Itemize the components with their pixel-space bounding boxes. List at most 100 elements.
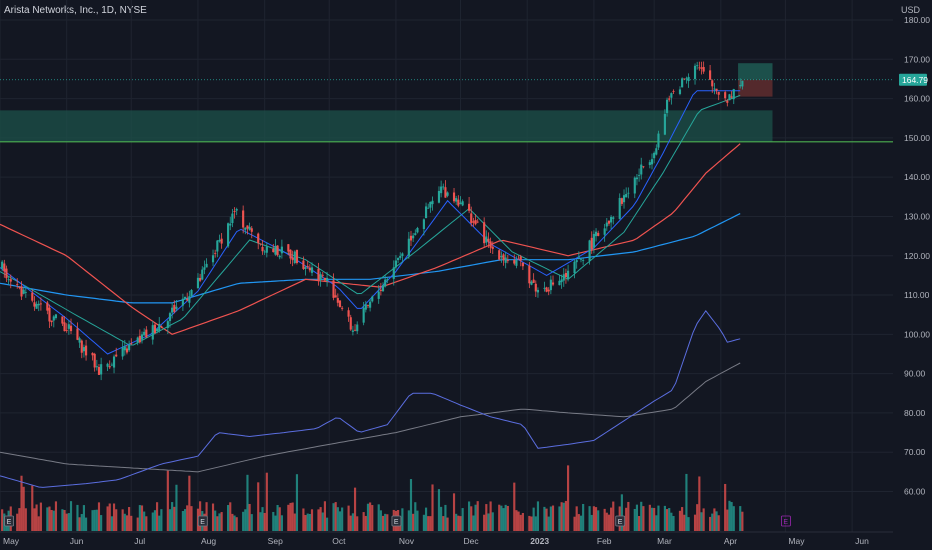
candle-body (534, 283, 537, 292)
candle-body (399, 255, 402, 258)
volume-bar (181, 511, 184, 531)
volume-bar (681, 507, 684, 531)
candle-body (80, 340, 83, 353)
volume-bar (726, 509, 729, 531)
volume-bar (515, 510, 518, 531)
volume-bar (310, 509, 314, 531)
volume-bar (218, 513, 221, 531)
volume-bar (440, 506, 443, 531)
x-tick-label: May (788, 536, 805, 546)
candle-body (186, 298, 189, 301)
candle-body (257, 233, 260, 244)
candle-body (588, 240, 591, 261)
candle-body (364, 304, 367, 310)
candle-body (519, 256, 522, 261)
candle-body (136, 337, 139, 343)
volume-bar (558, 506, 561, 531)
candle-body (625, 193, 628, 198)
y-tick-label: 70.00 (904, 447, 926, 457)
candle-body (515, 260, 518, 266)
candle-body (259, 243, 262, 245)
volume-bar (151, 512, 154, 531)
candle-body (452, 192, 456, 202)
candle-body (274, 245, 277, 255)
volume-bar (700, 512, 703, 531)
candle-body (678, 89, 682, 94)
candle-body (125, 348, 129, 353)
volume-bar (549, 506, 552, 531)
candle-body (715, 88, 718, 91)
candle-body (196, 277, 200, 289)
y-tick-label: 140.00 (904, 172, 930, 182)
candle-body (386, 279, 389, 281)
candle-body (16, 283, 19, 285)
volume-bar (431, 484, 434, 531)
earnings-marker (197, 515, 208, 527)
volume-bar (308, 514, 311, 531)
x-tick-label: Jun (855, 536, 869, 546)
candle-body (683, 78, 686, 80)
volume-bar (528, 515, 531, 531)
candle-body (76, 328, 79, 340)
volume-bar (33, 508, 36, 531)
candle-body (246, 225, 249, 229)
volume-bar (678, 510, 682, 531)
volume-bar (610, 507, 613, 531)
candle-body (265, 246, 268, 253)
volume-bar (437, 489, 441, 531)
candle-body (9, 279, 12, 282)
volume-bar (235, 517, 238, 531)
volume-bar (640, 501, 643, 531)
earnings-marker (391, 515, 402, 527)
volume-bar (483, 514, 486, 531)
volume-bar (713, 508, 716, 531)
volume-bar (491, 512, 494, 531)
earnings-marker (4, 515, 15, 527)
candle-body (582, 260, 585, 262)
candle-body (618, 197, 621, 219)
candle-body (289, 249, 292, 259)
candle-body (663, 113, 666, 135)
future-earnings-marker (781, 515, 791, 527)
volume-bar (349, 515, 352, 531)
volume-bar (362, 512, 365, 531)
volume-bar (61, 509, 64, 531)
volume-bar (274, 515, 277, 531)
candle-body (272, 248, 275, 253)
volume-bar (246, 474, 249, 531)
candle-body (181, 298, 184, 306)
candle-body (235, 209, 238, 211)
candle-body (594, 231, 598, 237)
candle-body (440, 186, 443, 194)
volume-bar (20, 475, 23, 531)
volume-bar (693, 514, 697, 531)
volume-bar (280, 515, 283, 531)
candle-body (33, 302, 36, 307)
volume-bar (650, 507, 654, 531)
volume-bar (227, 505, 230, 531)
candle-body (306, 266, 309, 267)
candle-body (248, 226, 251, 230)
candle-body (166, 321, 169, 328)
candle-body (562, 274, 565, 281)
candle-body (504, 257, 507, 263)
candle-body (457, 199, 460, 206)
candle-body (528, 265, 531, 284)
volume-bar (112, 503, 116, 531)
volume-bar (67, 513, 70, 531)
volume-bar (579, 515, 583, 531)
candle-body (145, 329, 148, 338)
x-tick-label: Jun (70, 536, 84, 546)
volume-bar (517, 511, 520, 531)
candle-body (1, 261, 4, 269)
volume-bar (69, 501, 73, 531)
chart-markers: 164.79 E E E E E (4, 73, 928, 527)
volume-bar (347, 505, 350, 531)
candle-body (110, 364, 113, 366)
candle-body (128, 345, 131, 351)
rs-ma-line (0, 362, 741, 473)
candle-body (130, 343, 133, 345)
volume-bar (594, 507, 598, 531)
candle-body (325, 277, 329, 281)
